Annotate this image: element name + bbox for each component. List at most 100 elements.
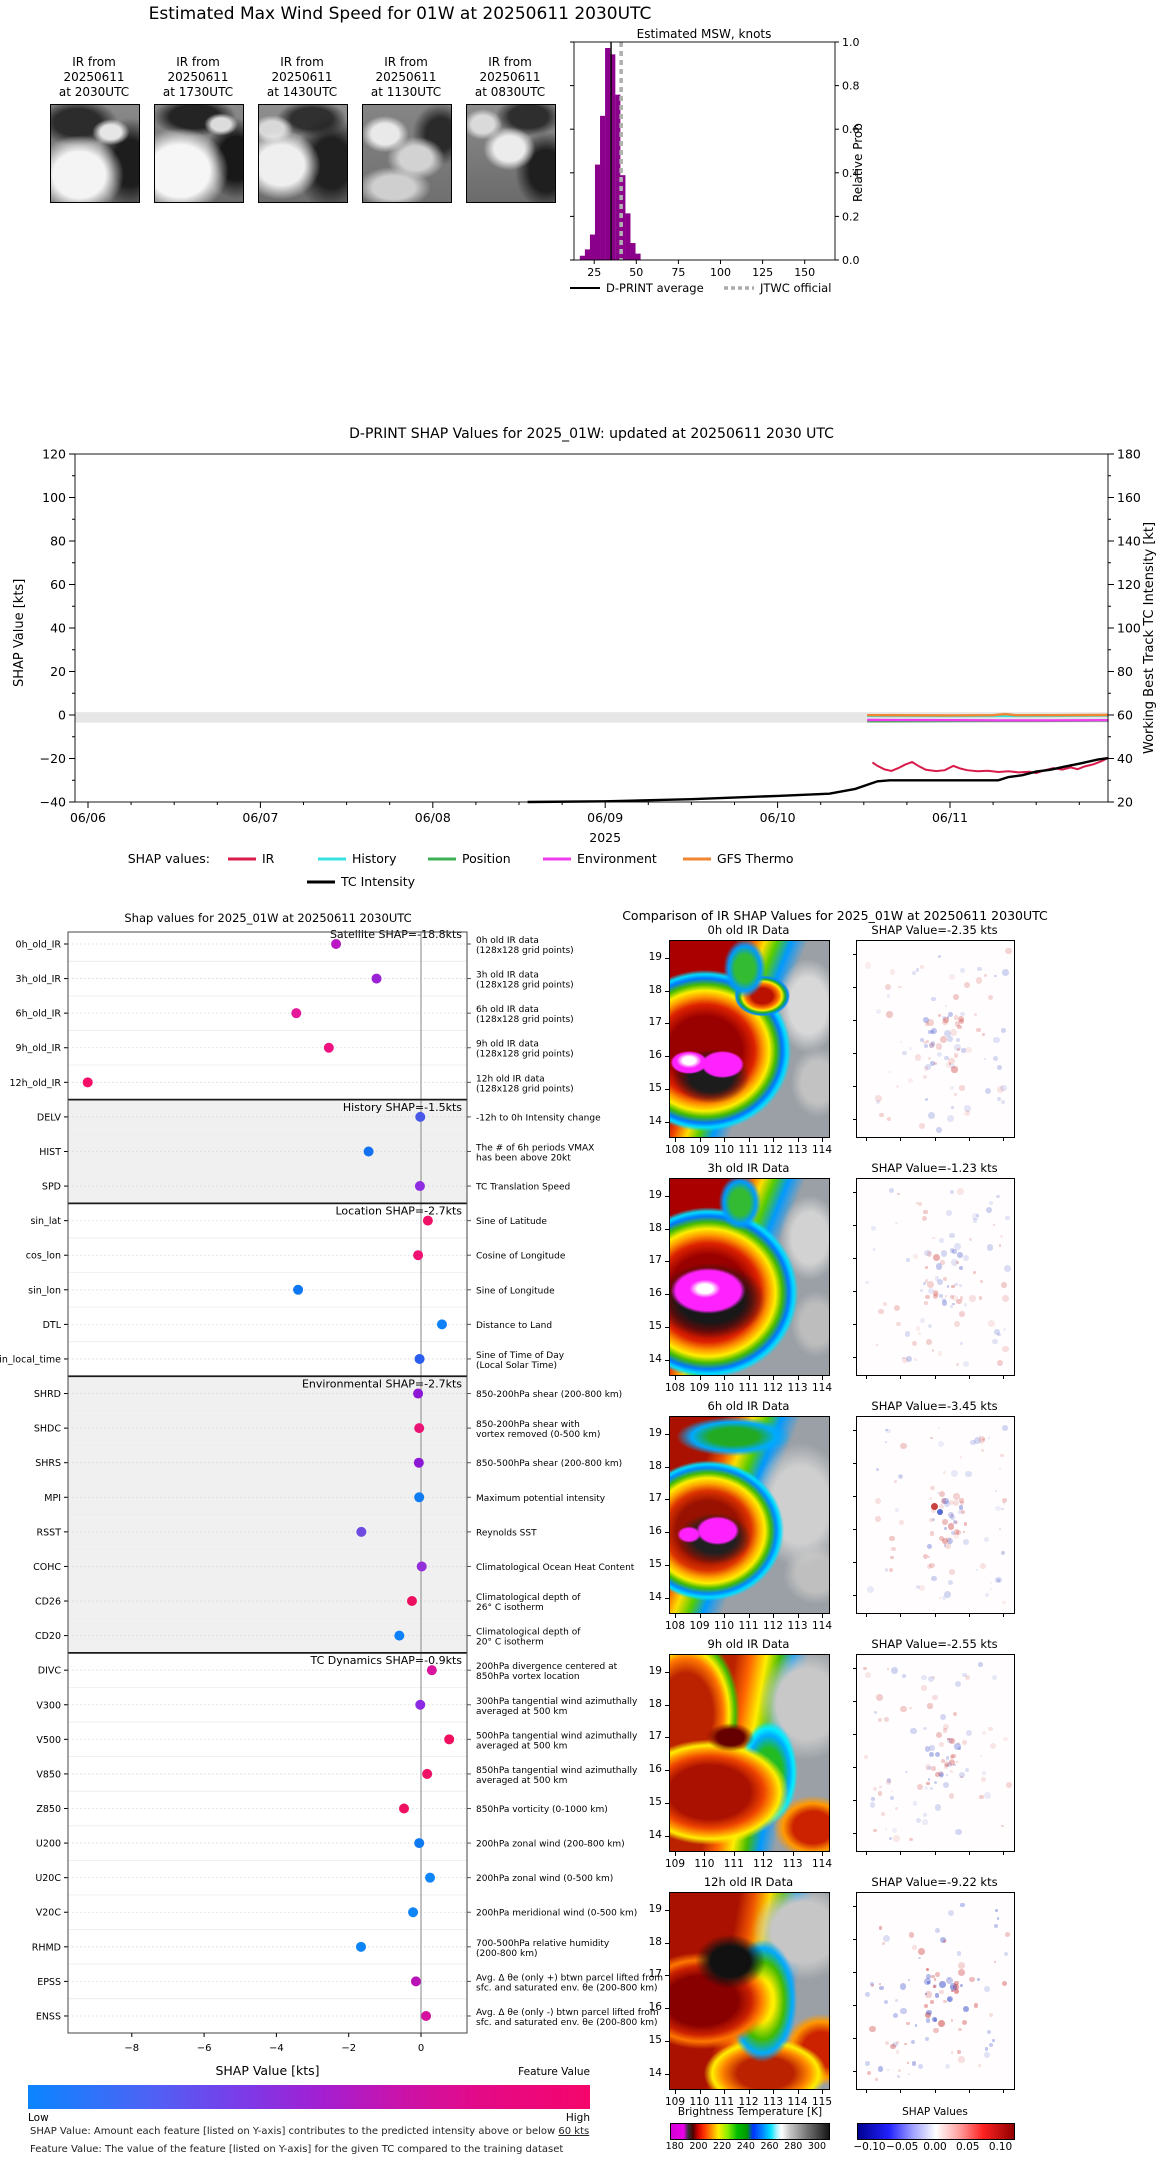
ts-xtick: 06/07	[242, 810, 278, 825]
legend-dprint-label: D-PRINT average	[606, 281, 704, 295]
shap-map-image	[856, 1178, 1015, 1376]
ir-map-xtick: 109	[689, 1620, 710, 1632]
ir-map-xtick: 109	[689, 1382, 710, 1394]
shap-map-title: SHAP Value=-3.45 kts	[871, 1399, 998, 1413]
histogram-title: Estimated MSW, knots	[636, 27, 772, 41]
hist-bar	[615, 94, 621, 260]
shap-dot-SHDC	[414, 1423, 425, 1434]
ir-map-image	[669, 1416, 830, 1614]
msw-histogram: 0.0 0.2 0.4 0.6 0.8 1.0 25 50 75 100 125 150 D-PRINT…	[570, 36, 860, 295]
footnote: Feature Value: The value of the feature …	[30, 2144, 564, 2155]
shap-colorbar-tick: −0.05	[886, 2141, 919, 2153]
shap-dot-ENSS	[421, 2010, 432, 2021]
feature-value-colorbar	[28, 2085, 590, 2109]
hist-xtick: 150	[794, 266, 815, 279]
shap-dot-MPI	[414, 1492, 425, 1503]
feature-annotation-DTL: Distance to Land	[476, 1321, 552, 1331]
feature-annotation-cos_lon: Cosine of Longitude	[476, 1252, 566, 1262]
feature-label-COHC: COHC	[33, 1562, 61, 1573]
ir-map-ytick: 19	[648, 951, 662, 963]
main-title: Estimated Max Wind Speed for 01W at 2025…	[148, 4, 652, 24]
bt-colorbar-tick: 220	[713, 2141, 732, 2152]
ts-ytick-left: 60	[50, 577, 66, 592]
shap-dot-cos_lon	[413, 1250, 424, 1261]
hist-ytick: 1.0	[842, 36, 860, 49]
shap-dot-12h_old_IR	[82, 1077, 93, 1088]
hist-bar	[594, 164, 601, 260]
feature-annotation-COHC: Climatological Ocean Heat Content	[476, 1563, 635, 1573]
ir-map-ytick: 19	[648, 1427, 662, 1439]
ts-year-label: 2025	[589, 830, 621, 845]
feature-label-V300: V300	[36, 1700, 61, 1711]
feature-label-EPSS: EPSS	[37, 1977, 61, 1988]
hist-bar	[579, 255, 586, 260]
hist-bar	[584, 249, 591, 260]
ts-ytick-left: 100	[42, 490, 66, 505]
ir-map-ytick: 17	[648, 1492, 662, 1505]
ir-map-xtick: 110	[713, 1144, 735, 1156]
hist-xtick: 25	[587, 266, 601, 279]
hist-xtick: 125	[752, 266, 773, 279]
ir-thumb-caption: IR from 20250611 at 1730UTC	[162, 55, 234, 99]
ts-legend-label: TC Intensity	[340, 874, 416, 889]
feature-annotation-DELV: -12h to 0h Intensity change	[476, 1113, 601, 1123]
feature-label-SPD: SPD	[42, 1182, 61, 1193]
feature-label-DIVC: DIVC	[38, 1666, 62, 1677]
feature-annotation-ENSS: Avg. Δ θe (only -) btwn parcel lifted fr…	[476, 2008, 659, 2028]
shap-dot-CD20	[394, 1630, 405, 1641]
bt-colorbar-tick: 200	[689, 2141, 708, 2152]
feature-annotation-sin_local_time: Sine of Time of Day (Local Solar Time)	[476, 1351, 565, 1371]
shap-map-image	[856, 1892, 1015, 2090]
ir-map-xtick: 114	[787, 2096, 808, 2108]
ir-map-ytick: 18	[648, 983, 662, 996]
ts-series-tc-intensity	[527, 756, 1109, 804]
ts-legend-title: SHAP values:	[128, 851, 210, 866]
shap-dot-sin_local_time	[414, 1353, 425, 1364]
ir-map-ytick: 14	[648, 2066, 662, 2079]
feature-label-sin_lat: sin_lat	[30, 1216, 61, 1227]
feature-annotation-0h_old_IR: 0h old IR data (128x128 grid points)	[476, 936, 574, 956]
ir-map-title: 3h old IR Data	[707, 1161, 790, 1175]
hist-ytick: 0.6	[842, 123, 860, 136]
ir-map-title: 12h old IR Data	[703, 1875, 794, 1889]
ir-map-xtick: 110	[713, 1620, 735, 1632]
shap-dot-CD26	[406, 1596, 417, 1607]
feature-annotation-U20C: 200hPa zonal wind (0-500 km)	[476, 1874, 613, 1884]
ir-thumb-image	[466, 104, 556, 203]
ir-map-xtick: 113	[787, 1144, 808, 1156]
ir-map-xtick: 110	[694, 1858, 715, 1870]
ir-map-ytick: 16	[648, 2001, 662, 2014]
dp-xtick: −4	[269, 2043, 284, 2054]
bt-colorbar-tick: 300	[807, 2141, 826, 2152]
shap-dot-DIVC	[426, 1665, 437, 1676]
ir-map-ytick: 17	[648, 1968, 662, 1981]
shap-dot-COHC	[416, 1561, 427, 1572]
shap-colorbar-tick: 0.00	[923, 2141, 947, 2153]
feature-annotation-SHRS: 850-500hPa shear (200-800 km)	[476, 1459, 622, 1469]
hist-bar	[605, 48, 611, 260]
ir-map-xtick: 114	[811, 1382, 833, 1394]
feature-annotation-DIVC: 200hPa divergence centered at 850hPa vort…	[476, 1662, 618, 1682]
shap-dot-DTL	[436, 1319, 447, 1330]
ts-ytick-left: 20	[50, 664, 66, 679]
shap-dot-HIST	[363, 1146, 374, 1157]
dp-xlabel: SHAP Value [kts]	[215, 2063, 319, 2078]
ir-map-ytick: 17	[648, 1016, 662, 1029]
ir-map-ytick: 18	[648, 1221, 662, 1234]
ir-map-ytick: 15	[648, 1795, 662, 1808]
ts-ytick-left: 120	[42, 447, 66, 462]
shap-map-title: SHAP Value=-1.23 kts	[871, 1161, 998, 1175]
feature-label-9h_old_IR: 9h_old_IR	[16, 1043, 62, 1054]
shap-dot-V500	[444, 1734, 455, 1745]
ir-comparison-title: Comparison of IR SHAP Values for 2025_01…	[622, 908, 1048, 923]
group-header: Satellite SHAP=-18.8kts	[330, 928, 462, 941]
ir-map-ytick: 14	[648, 1590, 662, 1603]
hist-ytick: 0.2	[842, 210, 860, 223]
ir-map-xtick: 111	[738, 1620, 759, 1632]
ir-map-image	[669, 940, 830, 1138]
hist-xtick: 100	[710, 266, 731, 279]
ts-legend-label: History	[352, 851, 397, 866]
ts-ytick-right: 40	[1117, 751, 1133, 766]
hist-bar	[589, 234, 596, 260]
ir-map-ytick: 18	[648, 1935, 662, 1948]
